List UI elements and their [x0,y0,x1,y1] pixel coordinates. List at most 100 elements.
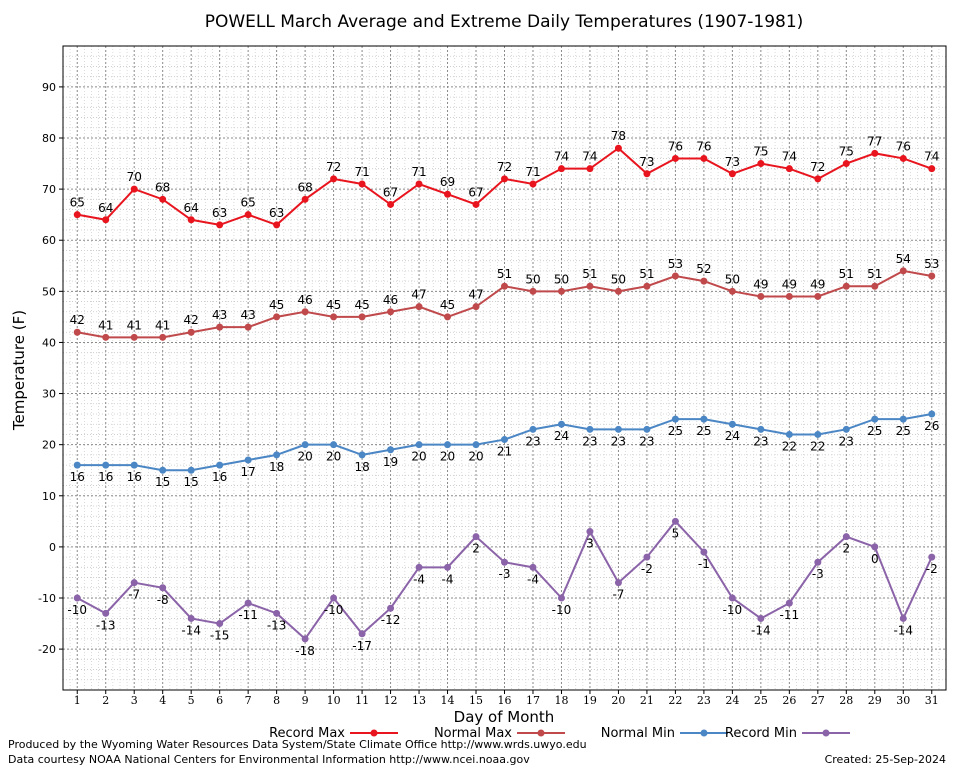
x-tick-label: 6 [216,694,223,707]
data-label: 25 [668,424,683,438]
data-point [614,425,622,433]
data-point [700,154,708,162]
legend-item: Normal Max [434,726,565,741]
data-point [899,415,907,423]
data-point [130,461,138,469]
data-point [501,436,508,444]
series-normal-max: 42 41 41 41 42 43 43 45 46 45 45 46 47 45 47 51 50 50 51 50… [70,252,939,341]
legend-label: Record Max [269,726,345,741]
data-label: 21 [497,445,512,459]
data-point [586,425,594,433]
data-point [700,548,708,556]
data-point [814,430,822,438]
data-point [273,451,281,459]
data-point [216,323,224,331]
data-point [73,211,81,219]
data-point [387,200,395,208]
data-label: 74 [554,150,569,164]
data-point [842,282,850,290]
data-point [159,466,167,474]
data-label: -13 [267,618,287,632]
data-point [415,180,423,188]
x-tick-label: 2 [102,694,109,707]
data-point [757,614,765,622]
data-label: 50 [525,272,540,286]
data-label: -4 [413,572,425,586]
data-point [643,170,651,178]
data-label: -10 [67,603,87,617]
data-point [814,558,822,566]
data-label: 71 [525,165,540,179]
footer-created: Created: 25-Sep-2024 [824,753,946,766]
legend-item: Record Min [725,726,850,741]
data-point [842,425,850,433]
data-label: 71 [354,165,369,179]
data-point [928,410,936,418]
data-point [187,614,195,622]
data-label: 47 [468,288,483,302]
data-label: 20 [297,450,312,464]
data-label: 50 [611,272,626,286]
data-label: 75 [753,145,768,159]
data-label: 16 [127,470,142,484]
data-point [899,154,907,162]
data-label: 46 [297,293,312,307]
data-label: -2 [926,562,938,576]
data-label: -18 [295,644,315,658]
data-label: -11 [780,608,800,622]
data-point [871,543,879,551]
data-point [614,579,622,587]
data-point [814,292,822,300]
x-tick-label: 1 [74,694,81,707]
data-label: 16 [70,470,85,484]
data-point [301,308,309,316]
data-point [501,282,508,290]
data-label: 78 [611,129,626,143]
data-point [785,430,793,438]
y-tick-label: -20 [38,643,56,656]
data-point [415,303,423,311]
data-point [728,594,736,602]
data-label: 41 [98,318,113,332]
data-point [671,415,679,423]
data-label: 2 [472,542,480,556]
data-point [928,553,936,561]
x-tick-label: 13 [412,694,426,707]
data-point [586,528,594,536]
data-point [643,553,651,561]
data-point [216,221,224,229]
data-label: 68 [155,180,170,194]
x-tick-label: 10 [327,694,341,707]
legend-marker [700,729,708,737]
data-point [842,533,850,541]
data-point [586,282,594,290]
data-label: 72 [497,160,512,174]
data-label: 73 [725,155,740,169]
data-label: -14 [751,623,771,637]
x-tick-label: 31 [925,694,939,707]
legend-item: Normal Min [601,726,728,741]
data-point [216,461,224,469]
data-point [899,614,907,622]
x-tick-label: 14 [441,694,455,707]
x-tick-label: 27 [811,694,825,707]
data-point [301,635,309,643]
legend-label: Normal Min [601,726,675,741]
data-label: 20 [326,450,341,464]
data-point [102,333,110,341]
data-point [444,563,452,571]
data-point [472,441,480,449]
data-point [387,604,395,612]
legend-item: Record Max [269,726,398,741]
data-point [728,287,736,295]
footer-data-courtesy: Data courtesy NOAA National Centers for … [8,753,530,766]
data-point [102,609,110,617]
data-label: -1 [698,557,710,571]
data-point [472,200,480,208]
data-label: 23 [525,434,540,448]
data-label: 47 [411,288,426,302]
series-record-min: -10-13-7 -8-14 -15-11-13-18-10-17-12-4 -42-… [67,517,938,658]
data-point [358,313,366,321]
